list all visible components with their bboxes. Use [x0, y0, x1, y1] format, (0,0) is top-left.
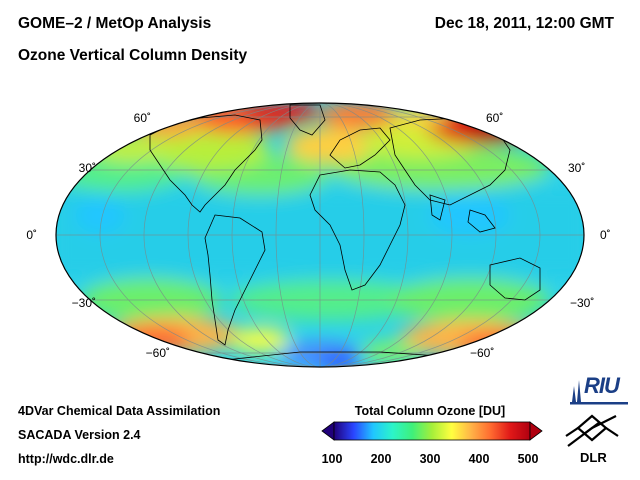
colorbar-tick-400: 400: [468, 452, 490, 466]
colorbar-tick-200: 200: [370, 452, 392, 466]
colorbar-tick-500: 500: [517, 452, 539, 466]
lat-label-right-60: 60˚: [486, 111, 503, 125]
lat-label-left-0: 0˚: [26, 228, 37, 242]
map-border: [55, 102, 585, 368]
lat-label-left-minus30: −30˚: [72, 296, 96, 310]
coastlines: [149, 104, 541, 361]
dlr-logo-text: DLR: [580, 450, 607, 465]
lat-label-right-0: 0˚: [600, 228, 611, 242]
colorbar: [321, 421, 543, 441]
lat-label-right-minus60: −60˚: [470, 346, 494, 360]
dlr-logo-icon: [565, 414, 619, 447]
colorbar-tick-100: 100: [321, 452, 343, 466]
lat-label-right-30: 30˚: [568, 161, 585, 175]
lat-label-left-30: 30˚: [79, 161, 96, 175]
colorbar-high-arrow: [529, 421, 543, 441]
map-title: GOME–2 / MetOp Analysis: [18, 15, 212, 32]
colorbar-tick-300: 300: [419, 452, 441, 466]
lat-label-right-minus30: −30˚: [570, 296, 594, 310]
colorbar-title: Total Column Ozone [DU]: [354, 404, 506, 418]
footer-line-2: SACADA Version 2.4: [18, 428, 141, 442]
colorbar-low-arrow: [321, 421, 335, 441]
lat-label-left-minus60: −60˚: [146, 346, 170, 360]
footer-line-1: 4DVar Chemical Data Assimilation: [18, 404, 221, 418]
colorbar-gradient: [333, 421, 531, 441]
riu-logo-icon: [570, 380, 628, 405]
riu-logo-text: RIU: [584, 373, 620, 398]
lat-label-left-60: 60˚: [134, 111, 151, 125]
footer-url: http://wdc.dlr.de: [18, 452, 114, 466]
map-subtitle: Ozone Vertical Column Density: [18, 47, 248, 64]
map-datetime: Dec 18, 2011, 12:00 GMT: [434, 15, 614, 32]
ozone-field: [56, 103, 584, 367]
